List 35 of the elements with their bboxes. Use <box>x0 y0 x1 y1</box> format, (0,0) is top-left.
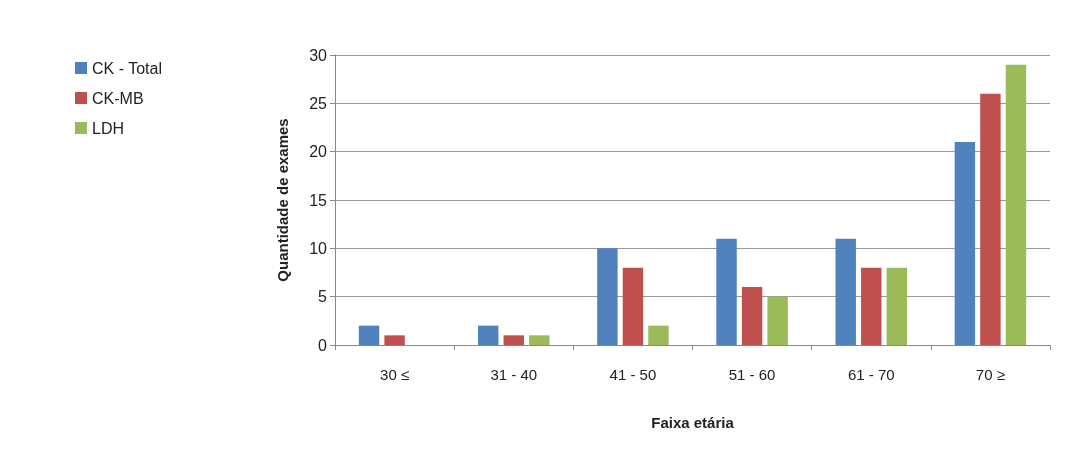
x-tick-label: 70 ≥ <box>975 366 1005 383</box>
bar <box>478 325 499 345</box>
bar <box>358 325 380 345</box>
x-tick-label: 61 - 70 <box>847 366 895 383</box>
bar <box>861 267 882 345</box>
bar <box>954 142 976 345</box>
y-tick-label: 10 <box>309 239 328 257</box>
bar <box>835 238 856 345</box>
x-tick-label: 30 ≤ <box>380 366 410 383</box>
bar <box>716 238 737 345</box>
bar <box>1005 64 1027 345</box>
legend-label: LDH <box>92 119 125 137</box>
bar <box>886 267 907 345</box>
bar <box>384 335 405 345</box>
x-axis-title: Faixa etária <box>651 414 735 431</box>
y-tick-label: 0 <box>318 336 328 354</box>
bar <box>529 335 550 345</box>
y-tick-label: 30 <box>309 46 328 64</box>
bar <box>622 267 644 345</box>
bar <box>503 335 524 345</box>
bar <box>648 325 669 345</box>
bar <box>980 93 1001 345</box>
y-tick-label: 25 <box>309 94 328 112</box>
y-tick-label: 20 <box>309 143 328 161</box>
y-tick-label: 15 <box>309 191 328 209</box>
bar <box>767 296 788 345</box>
y-axis-title: Quantidade de exames <box>274 118 291 282</box>
x-tick-label: 41 - 50 <box>609 366 657 383</box>
y-tick-label: 5 <box>318 288 328 306</box>
bar <box>741 287 763 345</box>
legend-label: CK - Total <box>92 59 162 77</box>
x-tick-label: 51 - 60 <box>728 366 776 383</box>
x-tick-label: 31 - 40 <box>490 366 538 383</box>
bar <box>597 248 618 345</box>
legend-label: CK-MB <box>92 89 144 107</box>
